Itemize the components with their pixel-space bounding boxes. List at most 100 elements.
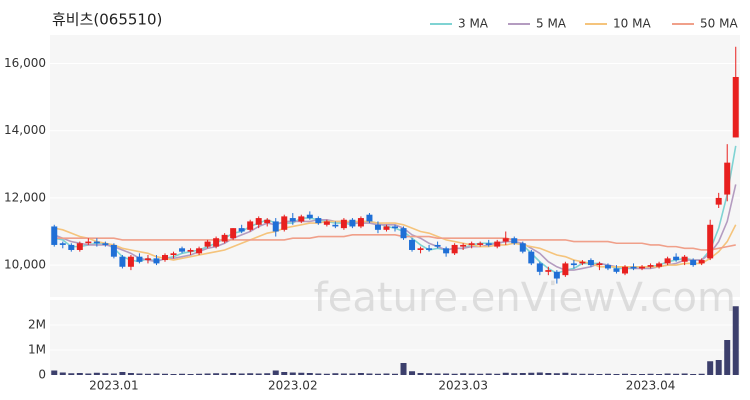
candle-body bbox=[110, 244, 117, 257]
volume-bar bbox=[357, 373, 364, 375]
volume-bar bbox=[451, 373, 458, 375]
candle-body bbox=[715, 197, 722, 205]
volume-bar bbox=[485, 373, 492, 375]
candle-body bbox=[494, 241, 501, 247]
volume-bar bbox=[707, 361, 714, 375]
candle-body bbox=[732, 76, 739, 138]
volume-bar bbox=[630, 374, 637, 375]
candle-body bbox=[306, 214, 313, 219]
candle-body bbox=[119, 256, 126, 267]
volume-bar bbox=[587, 373, 594, 375]
volume-bar bbox=[528, 372, 535, 375]
candle-body bbox=[179, 248, 186, 252]
candle-body bbox=[374, 224, 381, 230]
candle-body bbox=[443, 248, 450, 254]
candle-body bbox=[587, 260, 594, 266]
candle-body bbox=[622, 266, 628, 274]
candle-body bbox=[579, 261, 586, 264]
candle-body bbox=[553, 271, 560, 279]
candle-body bbox=[545, 270, 552, 272]
volume-bar bbox=[102, 373, 109, 375]
volume-bar bbox=[374, 373, 381, 375]
volume-bar bbox=[409, 371, 416, 375]
candle-body bbox=[664, 258, 671, 264]
volume-bar bbox=[306, 373, 313, 375]
y-tick-label: 12,000 bbox=[4, 190, 46, 204]
volume-bar bbox=[392, 373, 398, 375]
volume-bar bbox=[502, 372, 509, 375]
volume-bar bbox=[639, 374, 646, 375]
candle-body bbox=[630, 266, 637, 269]
volume-bar bbox=[213, 373, 220, 375]
candle-body bbox=[51, 226, 58, 245]
candle-body bbox=[264, 219, 271, 224]
candle-body bbox=[93, 241, 100, 244]
legend-label: 10 MA bbox=[613, 17, 651, 31]
volume-bar bbox=[724, 340, 731, 375]
volume-bar bbox=[511, 373, 518, 375]
candle-body bbox=[690, 260, 697, 266]
candle-body bbox=[187, 249, 194, 252]
volume-bar bbox=[468, 373, 475, 375]
volume-bar bbox=[238, 373, 245, 375]
volume-bar bbox=[715, 360, 722, 375]
volume-bar bbox=[93, 372, 100, 375]
candle-body bbox=[162, 255, 168, 261]
volume-bar bbox=[460, 373, 467, 375]
volume-bar bbox=[604, 373, 611, 375]
candle-body bbox=[196, 248, 203, 254]
volume-bar bbox=[230, 373, 237, 375]
candle-body bbox=[323, 221, 330, 225]
volume-bar bbox=[383, 373, 390, 375]
candle-body bbox=[724, 162, 731, 195]
volume-bar bbox=[698, 373, 705, 375]
volume-bar bbox=[366, 373, 373, 375]
chart-title: 휴비츠(065510) bbox=[52, 11, 162, 29]
candle-body bbox=[570, 263, 577, 266]
volume-bar bbox=[690, 374, 697, 375]
volume-bar bbox=[76, 373, 83, 375]
volume-bar bbox=[127, 373, 134, 375]
volume-bar bbox=[613, 374, 620, 375]
volume-bar bbox=[417, 373, 424, 375]
volume-bar bbox=[323, 373, 330, 375]
volume-bar bbox=[443, 373, 450, 375]
volume-bar bbox=[596, 374, 603, 375]
candle-body bbox=[707, 224, 714, 259]
candle-body bbox=[68, 244, 75, 250]
volume-bar bbox=[622, 373, 628, 375]
volume-pane bbox=[50, 300, 740, 375]
candle-body bbox=[468, 243, 475, 245]
volume-bar bbox=[68, 373, 75, 375]
candle-body bbox=[426, 248, 433, 250]
candle-body bbox=[349, 219, 356, 227]
volume-bar bbox=[673, 373, 680, 375]
volume-bar bbox=[434, 373, 441, 375]
candle-body bbox=[59, 243, 66, 245]
candle-body bbox=[272, 221, 279, 232]
volume-bar bbox=[170, 374, 177, 375]
candle-body bbox=[281, 216, 288, 230]
legend-label: 50 MA bbox=[700, 17, 738, 31]
x-tick-label: 2023.03 bbox=[438, 379, 488, 393]
candle-body bbox=[332, 224, 339, 227]
volume-bar bbox=[281, 372, 288, 375]
volume-bar bbox=[119, 372, 126, 375]
volume-bar bbox=[221, 373, 228, 375]
volume-bar bbox=[59, 372, 66, 375]
candle-body bbox=[238, 228, 245, 232]
volume-bar bbox=[110, 373, 117, 375]
candle-body bbox=[681, 256, 688, 262]
volume-bar bbox=[477, 373, 484, 375]
candle-body bbox=[144, 258, 151, 261]
candle-body bbox=[392, 226, 398, 229]
candle-body bbox=[289, 218, 296, 222]
volume-bar bbox=[426, 373, 433, 375]
x-tick-label: 2023.01 bbox=[89, 379, 139, 393]
volume-bar bbox=[51, 370, 58, 375]
candle-body bbox=[357, 218, 364, 227]
candle-body bbox=[383, 226, 390, 230]
candle-body bbox=[417, 248, 424, 250]
candle-body bbox=[596, 263, 603, 266]
candle-body bbox=[255, 218, 262, 225]
